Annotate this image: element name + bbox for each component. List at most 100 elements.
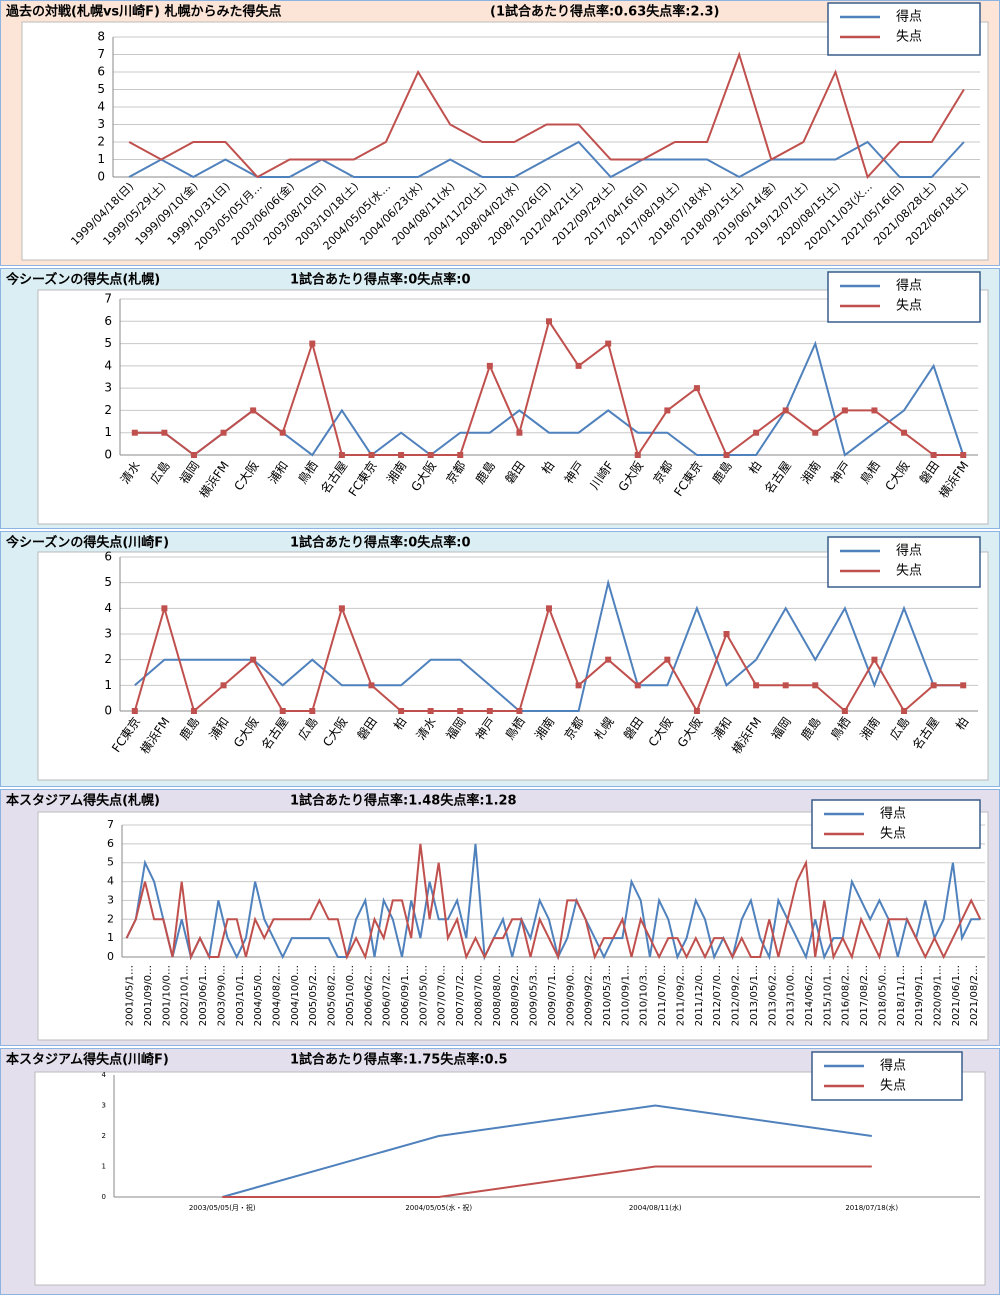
y-tick-label: 3 — [104, 627, 112, 641]
point-marker — [309, 708, 316, 714]
point-marker — [871, 656, 878, 663]
y-tick-label: 5 — [104, 575, 112, 589]
legend-label: 得点 — [880, 806, 906, 822]
legend-label: 失点 — [896, 30, 922, 45]
point-marker — [605, 656, 612, 663]
y-tick-label: 7 — [107, 818, 114, 831]
point-marker — [575, 682, 582, 689]
x-tick-label: 2008/09/2… — [510, 965, 521, 1026]
point-marker — [546, 605, 552, 612]
point-marker — [220, 682, 227, 689]
chart-title: 本スタジアム得失点(川崎F) — [6, 1052, 169, 1068]
x-tick-label: 2001/09/0… — [143, 965, 154, 1026]
x-tick-label: 2013/05/1… — [749, 965, 760, 1026]
legend-label: 得点 — [896, 9, 922, 25]
x-tick-label: 2007/07/2… — [455, 965, 466, 1026]
plot-area — [37, 289, 989, 525]
point-marker — [486, 362, 493, 369]
x-tick-label: 2019/09/1… — [914, 965, 925, 1026]
y-tick-label: 2 — [104, 652, 112, 666]
y-tick-label: 5 — [107, 856, 114, 869]
chart-title: 過去の対戦(札幌vs川崎F) 札幌からみた得失点 — [5, 4, 282, 20]
point-marker — [723, 631, 730, 637]
x-tick-label: 2016/08/2… — [841, 965, 852, 1026]
y-tick-label: 4 — [107, 875, 114, 888]
chart-title: 今シーズンの得失点(札幌) — [5, 272, 160, 288]
y-tick-label: 3 — [102, 1102, 106, 1110]
point-marker — [457, 708, 464, 714]
point-marker — [841, 407, 848, 414]
point-marker — [693, 708, 700, 714]
x-tick-label: 2005/10/0… — [345, 965, 356, 1026]
point-marker — [723, 452, 730, 458]
y-tick-label: 4 — [104, 601, 112, 615]
y-tick-label: 1 — [104, 425, 112, 439]
point-marker — [634, 452, 641, 458]
point-marker — [250, 407, 257, 414]
point-marker — [516, 708, 523, 714]
point-marker — [427, 708, 434, 714]
y-tick-label: 6 — [104, 314, 112, 328]
point-marker — [190, 708, 197, 714]
y-tick-label: 1 — [107, 931, 114, 944]
chart-subtitle: 1試合あたり得点率:1.48失点率:1.28 — [290, 793, 517, 809]
legend-box — [811, 799, 981, 849]
point-marker — [693, 385, 700, 392]
point-marker — [398, 452, 405, 458]
chart-title: 本スタジアム得失点(札幌) — [6, 793, 160, 809]
x-tick-label: 2003/10/1… — [235, 965, 246, 1026]
series-line — [128, 51, 965, 179]
point-marker — [486, 708, 493, 714]
x-tick-label: 2018/11/1… — [896, 965, 907, 1026]
x-tick-label: 2014/06/2… — [804, 965, 815, 1026]
legend-box — [811, 1051, 963, 1101]
point-marker — [279, 429, 286, 436]
x-tick-label: 2018/07/18(水) — [845, 1203, 898, 1212]
y-tick-label: 7 — [104, 292, 112, 306]
point-marker — [368, 682, 375, 689]
x-tick-label: 2010/10/3… — [639, 965, 650, 1026]
x-tick-label: 2017/08/2… — [859, 965, 870, 1026]
x-tick-label: 2012/09/2… — [731, 965, 742, 1026]
legend-label: 失点 — [880, 827, 906, 842]
point-marker — [161, 605, 168, 612]
point-marker — [960, 682, 967, 689]
y-tick-label: 0 — [102, 1193, 106, 1201]
point-marker — [161, 429, 168, 436]
x-tick-label: 2003/09/0… — [216, 965, 227, 1026]
x-tick-label: 2007/05/0… — [418, 965, 429, 1026]
plot-area — [37, 551, 989, 781]
point-marker — [279, 708, 286, 714]
y-tick-label: 2 — [107, 912, 114, 925]
y-tick-label: 2 — [102, 1132, 106, 1140]
legend-label: 得点 — [880, 1058, 906, 1074]
y-tick-label: 6 — [97, 65, 105, 79]
y-tick-label: 5 — [104, 336, 112, 350]
y-tick-label: 0 — [104, 448, 112, 462]
plot-area — [34, 1071, 986, 1286]
x-tick-label: 2004/10/0… — [290, 965, 301, 1026]
x-tick-label: 2011/09/2… — [675, 965, 686, 1026]
x-tick-label: 2006/07/2… — [382, 965, 393, 1026]
point-marker — [901, 429, 908, 436]
y-tick-label: 1 — [102, 1163, 106, 1171]
x-tick-label: 2015/10/1… — [822, 965, 833, 1026]
x-tick-label: 2009/07/1… — [547, 965, 558, 1026]
point-marker — [782, 407, 789, 414]
point-marker — [901, 708, 908, 714]
x-tick-label: 2003/05/05(月・祝) — [189, 1203, 256, 1212]
y-tick-label: 2 — [104, 403, 112, 417]
y-tick-label: 6 — [104, 550, 112, 564]
point-marker — [309, 340, 316, 347]
x-tick-label: 2009/09/0… — [565, 965, 576, 1026]
point-marker — [664, 656, 671, 663]
x-tick-label: 2005/08/2… — [327, 965, 338, 1026]
point-marker — [812, 682, 819, 689]
x-tick-label: 2004/05/05(水・祝) — [405, 1203, 472, 1212]
point-marker — [575, 362, 582, 369]
x-tick-label: 2006/09/1… — [400, 965, 411, 1026]
chart-title: 今シーズンの得失点(川崎F) — [5, 535, 169, 551]
legend-label: 得点 — [896, 278, 922, 294]
